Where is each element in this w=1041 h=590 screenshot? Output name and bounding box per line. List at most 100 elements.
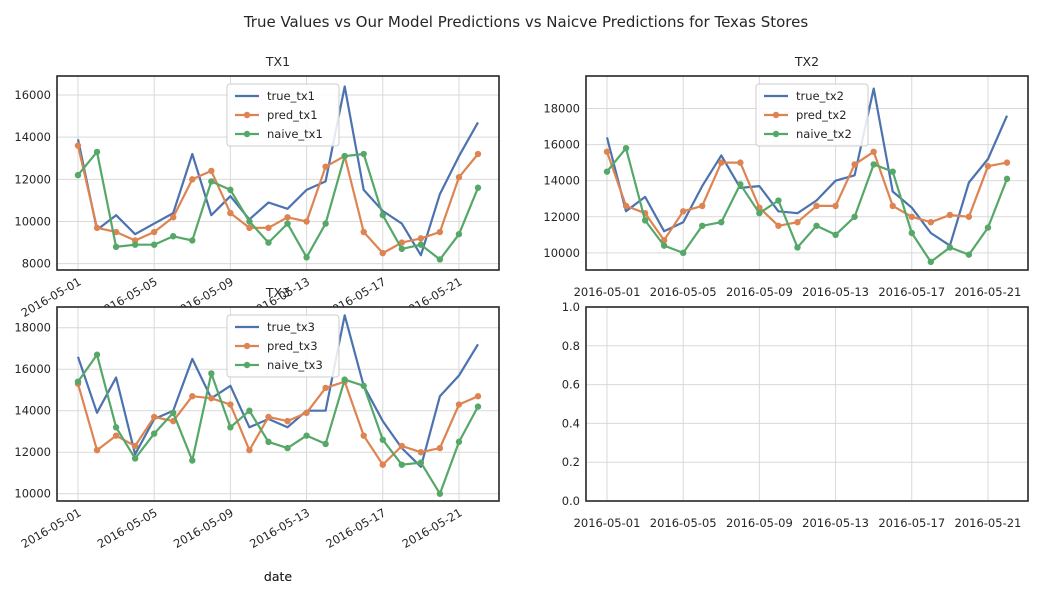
data-point <box>603 148 611 155</box>
legend-frame <box>226 314 340 378</box>
data-point <box>984 163 992 170</box>
data-point <box>1003 159 1011 166</box>
data-point <box>417 235 425 242</box>
data-point <box>246 224 253 232</box>
data-point <box>417 459 425 466</box>
data-point <box>322 440 329 448</box>
data-point <box>170 233 177 240</box>
data-point <box>660 242 668 249</box>
data-point <box>131 442 139 450</box>
data-point <box>436 228 444 236</box>
data-point <box>718 218 725 226</box>
y-tick-label: 0.6 <box>562 378 580 392</box>
data-point <box>813 202 820 210</box>
axes-frame <box>56 75 500 271</box>
data-point <box>131 241 139 248</box>
x-axis-label: date <box>264 569 292 584</box>
y-tick-label: 16000 <box>14 362 51 376</box>
data-point <box>93 148 101 156</box>
data-point <box>284 444 291 452</box>
x-tick-label: 2016-05-17 <box>878 516 945 530</box>
data-point <box>265 438 272 446</box>
data-point <box>870 161 877 168</box>
legend-label: naive_tx3 <box>267 358 323 372</box>
data-point <box>379 211 386 219</box>
x-tick-label: 2016-05-01 <box>574 285 641 299</box>
series-line <box>77 150 480 261</box>
y-tick-label: 10000 <box>14 215 51 229</box>
panel-4: 2016-05-01 2016-05-05 2016-05-09 2016-05-13… <box>562 300 1029 530</box>
suptitle: True Values vs Our Model Predictions vs … <box>243 13 809 31</box>
data-point <box>227 209 234 217</box>
legend: true_tx3 pred_tx3 naive_tx3 <box>226 314 340 378</box>
data-point <box>455 230 463 238</box>
data-point <box>112 432 120 439</box>
data-point <box>398 461 406 468</box>
data-point <box>284 417 291 425</box>
data-point <box>189 176 196 183</box>
y-tick-label: 12000 <box>14 445 51 459</box>
data-point <box>150 430 158 437</box>
data-point <box>189 457 196 464</box>
data-point <box>474 393 482 400</box>
data-point <box>208 178 215 185</box>
data-point <box>474 150 482 158</box>
data-point <box>322 220 329 227</box>
data-point <box>832 231 839 239</box>
data-point <box>303 432 310 439</box>
data-point <box>322 384 329 392</box>
y-tick-label: 16000 <box>14 88 51 102</box>
data-point <box>832 202 839 210</box>
y-tick-label: 10000 <box>543 246 580 260</box>
y-tick-label: 0.0 <box>562 494 580 508</box>
data-point <box>622 202 630 210</box>
data-point <box>699 202 706 210</box>
data-point <box>889 168 896 175</box>
data-point <box>946 244 954 251</box>
legend-marker <box>772 111 780 119</box>
data-point <box>455 401 463 408</box>
data-point <box>851 161 858 168</box>
data-point <box>112 424 120 431</box>
data-point <box>1003 175 1011 183</box>
data-point <box>474 184 482 191</box>
y-tick-label: 14000 <box>543 174 580 188</box>
data-point <box>737 181 744 188</box>
data-point <box>93 351 101 358</box>
data-point <box>303 254 310 261</box>
axes-frame <box>585 75 1029 271</box>
data-point <box>436 444 444 452</box>
data-point <box>474 403 482 410</box>
data-point <box>360 382 367 390</box>
panels: 2016-05-01 2016-05-05 2016-05-09 2016-05-13… <box>14 54 1029 584</box>
y-tick-label: 10000 <box>14 487 51 501</box>
data-point <box>360 432 367 439</box>
data-point <box>150 228 158 236</box>
legend-marker <box>243 361 251 369</box>
y-tick-label: 0.8 <box>562 339 580 353</box>
y-tick-label: 14000 <box>14 130 51 144</box>
data-point <box>303 409 310 417</box>
data-point <box>131 455 139 462</box>
data-point <box>227 401 234 408</box>
y-tick-label: 8000 <box>22 257 51 271</box>
x-tick-label: 2016-05-01 <box>574 516 641 530</box>
x-tick-label: 2016-05-05 <box>650 285 717 299</box>
data-point <box>189 393 196 400</box>
data-point <box>927 218 935 226</box>
data-point <box>208 167 215 175</box>
data-point <box>965 213 973 220</box>
legend-marker <box>243 111 251 119</box>
legend-marker <box>243 342 251 350</box>
data-point <box>851 213 858 220</box>
series-pred_tx2 <box>603 148 1011 244</box>
x-tick-label: 2016-05-09 <box>726 285 793 299</box>
x-axis-label: date <box>264 569 292 584</box>
panel-title: TX3 <box>265 285 290 300</box>
data-point <box>265 413 272 421</box>
data-point <box>322 163 329 170</box>
data-point <box>908 213 915 220</box>
legend-label: naive_tx2 <box>796 127 852 141</box>
data-point <box>74 378 82 385</box>
data-point <box>889 202 896 210</box>
